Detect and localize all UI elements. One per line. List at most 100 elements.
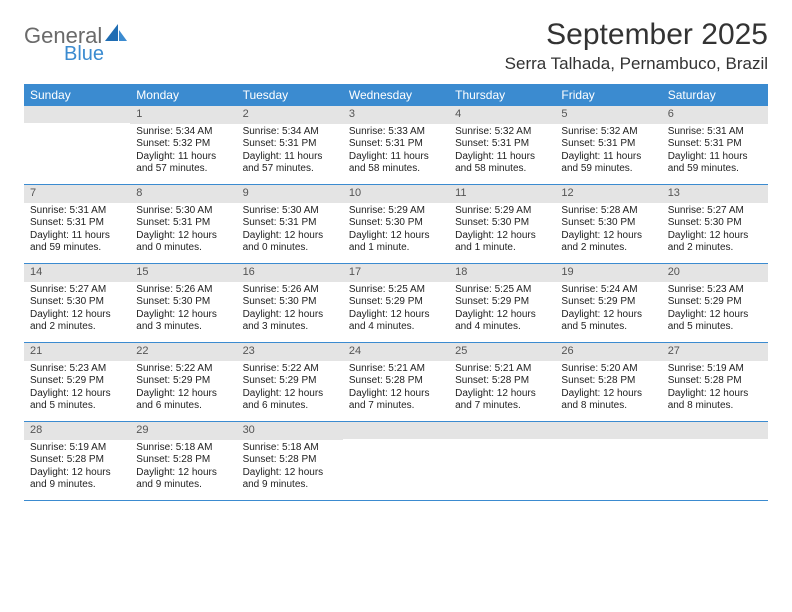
day-number: 1	[130, 106, 236, 124]
day-cell: 9Sunrise: 5:30 AMSunset: 5:31 PMDaylight…	[237, 185, 343, 263]
day-number: 2	[237, 106, 343, 124]
sunrise-text: Sunrise: 5:18 AM	[136, 442, 230, 455]
weekday-header: Sunday Monday Tuesday Wednesday Thursday…	[24, 84, 768, 106]
sunrise-text: Sunrise: 5:18 AM	[243, 442, 337, 455]
day-cell: 6Sunrise: 5:31 AMSunset: 5:31 PMDaylight…	[662, 106, 768, 184]
calendar-page: General Blue September 2025 Serra Talhad…	[0, 0, 792, 519]
sunrise-text: Sunrise: 5:30 AM	[243, 205, 337, 218]
sunrise-text: Sunrise: 5:19 AM	[30, 442, 124, 455]
daylight-text: Daylight: 12 hours and 6 minutes.	[136, 388, 230, 413]
daylight-text: Daylight: 12 hours and 1 minute.	[349, 230, 443, 255]
sunset-text: Sunset: 5:29 PM	[136, 375, 230, 388]
day-body: Sunrise: 5:31 AMSunset: 5:31 PMDaylight:…	[24, 203, 130, 259]
sunset-text: Sunset: 5:28 PM	[243, 454, 337, 467]
sunset-text: Sunset: 5:28 PM	[30, 454, 124, 467]
day-cell	[343, 422, 449, 500]
sunrise-text: Sunrise: 5:32 AM	[561, 126, 655, 139]
daylight-text: Daylight: 12 hours and 6 minutes.	[243, 388, 337, 413]
daylight-text: Daylight: 12 hours and 8 minutes.	[668, 388, 762, 413]
day-cell: 29Sunrise: 5:18 AMSunset: 5:28 PMDayligh…	[130, 422, 236, 500]
day-number: 29	[130, 422, 236, 440]
weekday: Saturday	[662, 84, 768, 106]
day-number: 16	[237, 264, 343, 282]
day-body: Sunrise: 5:26 AMSunset: 5:30 PMDaylight:…	[130, 282, 236, 338]
sunset-text: Sunset: 5:30 PM	[349, 217, 443, 230]
day-cell: 22 Sunrise: 5:22 AMSunset: 5:29 PMDayligh…	[130, 343, 236, 421]
daylight-text: Daylight: 11 hours and 59 minutes.	[668, 151, 762, 176]
day-body: Sunrise: 5:22 AMSunset: 5:29 PMDaylight:…	[237, 361, 343, 417]
day-cell: 28Sunrise: 5:19 AMSunset: 5:28 PMDayligh…	[24, 422, 130, 500]
daylight-text: Daylight: 12 hours and 7 minutes.	[349, 388, 443, 413]
day-cell	[449, 422, 555, 500]
daylight-text: Daylight: 12 hours and 5 minutes.	[561, 309, 655, 334]
weekday: Wednesday	[343, 84, 449, 106]
sunset-text: Sunset: 5:29 PM	[561, 296, 655, 309]
day-cell	[662, 422, 768, 500]
day-number	[449, 422, 555, 439]
sunrise-text: Sunrise: 5:26 AM	[243, 284, 337, 297]
sunrise-text: Sunrise: 5:25 AM	[349, 284, 443, 297]
sunset-text: Sunset: 5:31 PM	[455, 138, 549, 151]
day-body: Sunrise: 5:26 AMSunset: 5:30 PMDaylight:…	[237, 282, 343, 338]
sunrise-text: Sunrise: 5:28 AM	[561, 205, 655, 218]
day-number: 22	[130, 343, 236, 361]
sunrise-text: Sunrise: 5:29 AM	[349, 205, 443, 218]
day-cell: 7Sunrise: 5:31 AMSunset: 5:31 PMDaylight…	[24, 185, 130, 263]
day-cell: 24Sunrise: 5:21 AMSunset: 5:28 PMDayligh…	[343, 343, 449, 421]
sunset-text: Sunset: 5:29 PM	[668, 296, 762, 309]
sunrise-text: Sunrise: 5:22 AM	[243, 363, 337, 376]
daylight-text: Daylight: 12 hours and 3 minutes.	[243, 309, 337, 334]
sunset-text: Sunset: 5:30 PM	[30, 296, 124, 309]
day-body: Sunrise: 5:27 AMSunset: 5:30 PMDaylight:…	[662, 203, 768, 259]
week-row: 28Sunrise: 5:19 AMSunset: 5:28 PMDayligh…	[24, 422, 768, 501]
sunset-text: Sunset: 5:30 PM	[668, 217, 762, 230]
sunrise-text: Sunrise: 5:24 AM	[561, 284, 655, 297]
weekday: Thursday	[449, 84, 555, 106]
day-number: 3	[343, 106, 449, 124]
day-number: 25	[449, 343, 555, 361]
day-body: Sunrise: 5:32 AMSunset: 5:31 PMDaylight:…	[449, 124, 555, 180]
location: Serra Talhada, Pernambuco, Brazil	[505, 54, 768, 74]
day-number: 8	[130, 185, 236, 203]
week-row: 14Sunrise: 5:27 AMSunset: 5:30 PMDayligh…	[24, 264, 768, 343]
sunrise-text: Sunrise: 5:27 AM	[30, 284, 124, 297]
day-number: 11	[449, 185, 555, 203]
day-body: Sunrise: 5:28 AMSunset: 5:30 PMDaylight:…	[555, 203, 661, 259]
day-number	[343, 422, 449, 439]
sail-icon	[105, 24, 129, 47]
day-cell: 23Sunrise: 5:22 AMSunset: 5:29 PMDayligh…	[237, 343, 343, 421]
day-body: Sunrise: 5:29 AMSunset: 5:30 PMDaylight:…	[343, 203, 449, 259]
sunrise-text: Sunrise: 5:20 AM	[561, 363, 655, 376]
day-cell: 12Sunrise: 5:28 AMSunset: 5:30 PMDayligh…	[555, 185, 661, 263]
sunrise-text: Sunrise: 5:31 AM	[668, 126, 762, 139]
sunrise-text: Sunrise: 5:21 AM	[349, 363, 443, 376]
day-body: Sunrise: 5:20 AMSunset: 5:28 PMDaylight:…	[555, 361, 661, 417]
day-number: 26	[555, 343, 661, 361]
day-number: 10	[343, 185, 449, 203]
sunset-text: Sunset: 5:29 PM	[243, 375, 337, 388]
sunrise-text: Sunrise: 5:19 AM	[668, 363, 762, 376]
daylight-text: Daylight: 12 hours and 4 minutes.	[349, 309, 443, 334]
sunset-text: Sunset: 5:30 PM	[561, 217, 655, 230]
sunset-text: Sunset: 5:31 PM	[561, 138, 655, 151]
day-body: Sunrise: 5:25 AMSunset: 5:29 PMDaylight:…	[343, 282, 449, 338]
sunset-text: Sunset: 5:31 PM	[136, 217, 230, 230]
sunrise-text: Sunrise: 5:32 AM	[455, 126, 549, 139]
day-cell: 14Sunrise: 5:27 AMSunset: 5:30 PMDayligh…	[24, 264, 130, 342]
daylight-text: Daylight: 11 hours and 59 minutes.	[561, 151, 655, 176]
sunrise-text: Sunrise: 5:33 AM	[349, 126, 443, 139]
day-number: 17	[343, 264, 449, 282]
day-cell: 3Sunrise: 5:33 AMSunset: 5:31 PMDaylight…	[343, 106, 449, 184]
day-body: Sunrise: 5:24 AMSunset: 5:29 PMDaylight:…	[555, 282, 661, 338]
daylight-text: Daylight: 12 hours and 9 minutes.	[243, 467, 337, 492]
day-cell: 1Sunrise: 5:34 AMSunset: 5:32 PMDaylight…	[130, 106, 236, 184]
sunrise-text: Sunrise: 5:22 AM	[136, 363, 230, 376]
sunset-text: Sunset: 5:29 PM	[30, 375, 124, 388]
sunrise-text: Sunrise: 5:27 AM	[668, 205, 762, 218]
day-body: Sunrise: 5:34 AMSunset: 5:32 PMDaylight:…	[130, 124, 236, 180]
daylight-text: Daylight: 12 hours and 5 minutes.	[668, 309, 762, 334]
weekday: Sunday	[24, 84, 130, 106]
day-cell: 20Sunrise: 5:23 AMSunset: 5:29 PMDayligh…	[662, 264, 768, 342]
day-number	[555, 422, 661, 439]
calendar: Sunday Monday Tuesday Wednesday Thursday…	[24, 84, 768, 501]
